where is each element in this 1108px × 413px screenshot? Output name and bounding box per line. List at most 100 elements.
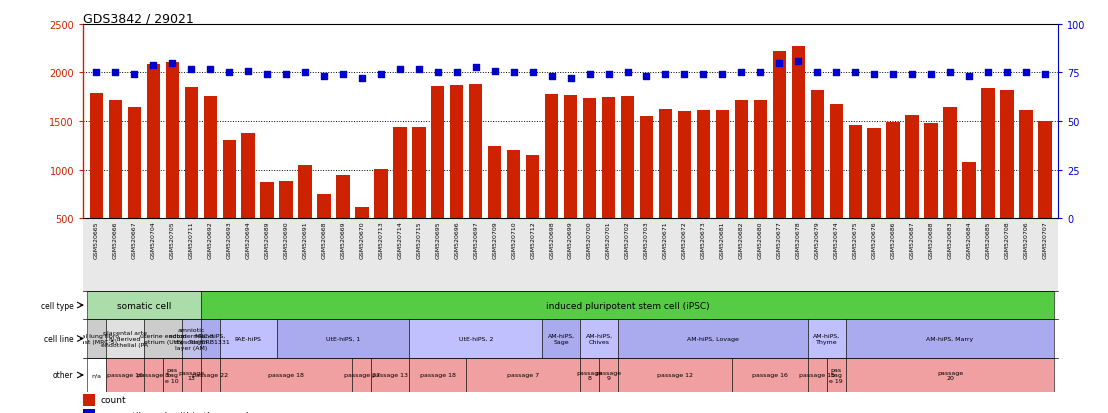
Bar bbox=[356, 207, 369, 268]
Point bbox=[466, 64, 484, 71]
Point bbox=[144, 62, 162, 69]
Text: GSM520709: GSM520709 bbox=[492, 221, 497, 259]
Bar bbox=[86, 319, 106, 358]
Bar bbox=[905, 116, 919, 268]
Text: GSM520712: GSM520712 bbox=[531, 221, 535, 259]
Text: passage 16: passage 16 bbox=[106, 373, 143, 377]
Text: induced pluripotent stem cell (iPSC): induced pluripotent stem cell (iPSC) bbox=[546, 301, 709, 310]
Text: other: other bbox=[53, 370, 73, 380]
Text: passage
13: passage 13 bbox=[178, 370, 204, 380]
Text: GSM520679: GSM520679 bbox=[814, 221, 820, 259]
Bar bbox=[90, 94, 103, 268]
Text: GSM520682: GSM520682 bbox=[739, 221, 743, 259]
Text: GSM520703: GSM520703 bbox=[644, 221, 649, 259]
Point bbox=[335, 72, 352, 78]
Text: GSM520714: GSM520714 bbox=[398, 221, 402, 259]
Point bbox=[183, 66, 201, 73]
Text: GSM520706: GSM520706 bbox=[1024, 221, 1028, 259]
Point bbox=[770, 60, 788, 67]
Bar bbox=[185, 88, 198, 268]
Text: passage
8: passage 8 bbox=[576, 370, 603, 380]
Point bbox=[239, 68, 257, 75]
Point bbox=[296, 70, 314, 77]
Text: amniotic
ectoderm and
mesoderm
layer (AM): amniotic ectoderm and mesoderm layer (AM… bbox=[170, 328, 213, 350]
Bar bbox=[678, 112, 691, 268]
Bar bbox=[317, 195, 330, 268]
Text: AM-hiPS, Lovage: AM-hiPS, Lovage bbox=[687, 336, 739, 341]
Bar bbox=[808, 319, 845, 358]
Bar bbox=[507, 151, 521, 268]
Text: passage 8: passage 8 bbox=[137, 373, 170, 377]
Point bbox=[714, 72, 731, 78]
Point bbox=[809, 70, 827, 77]
Bar bbox=[542, 319, 581, 358]
Bar bbox=[219, 358, 352, 392]
Text: GSM520713: GSM520713 bbox=[379, 221, 383, 259]
Point bbox=[789, 58, 807, 65]
Point bbox=[865, 72, 883, 78]
Bar bbox=[201, 319, 219, 358]
Point bbox=[828, 70, 845, 77]
Text: GSM520665: GSM520665 bbox=[94, 221, 99, 259]
Text: pas
bag
e 19: pas bag e 19 bbox=[829, 367, 843, 383]
Text: GSM520673: GSM520673 bbox=[701, 221, 706, 259]
Bar bbox=[583, 99, 596, 268]
Text: count: count bbox=[101, 395, 126, 404]
Point bbox=[163, 60, 181, 67]
Text: passage 13: passage 13 bbox=[372, 373, 409, 377]
Bar bbox=[886, 123, 900, 268]
Text: GSM520676: GSM520676 bbox=[872, 221, 876, 259]
Point bbox=[315, 74, 332, 81]
Bar bbox=[83, 394, 95, 406]
Text: GSM520696: GSM520696 bbox=[454, 221, 460, 259]
Text: GSM520672: GSM520672 bbox=[681, 221, 687, 259]
Text: GSM520674: GSM520674 bbox=[833, 221, 839, 259]
Bar bbox=[431, 87, 444, 268]
Text: placental arte
ry-derived
endothelial (PA: placental arte ry-derived endothelial (P… bbox=[101, 330, 148, 347]
Point bbox=[599, 72, 617, 78]
Bar bbox=[1038, 122, 1051, 268]
Bar bbox=[375, 169, 388, 268]
Bar bbox=[845, 319, 1055, 358]
Bar bbox=[618, 358, 732, 392]
Bar bbox=[165, 63, 178, 268]
Point bbox=[524, 70, 542, 77]
Bar bbox=[146, 64, 160, 268]
Point bbox=[676, 72, 694, 78]
Text: MRC-hiPS,
Tic(JCRB1331: MRC-hiPS, Tic(JCRB1331 bbox=[189, 333, 232, 344]
Text: GSM520705: GSM520705 bbox=[170, 221, 175, 259]
Bar bbox=[845, 358, 1055, 392]
Bar bbox=[639, 117, 653, 268]
Bar bbox=[412, 128, 425, 268]
Bar bbox=[827, 358, 845, 392]
Text: GSM520694: GSM520694 bbox=[246, 221, 250, 259]
Bar bbox=[618, 319, 808, 358]
Text: AM-hiPS, Marry: AM-hiPS, Marry bbox=[926, 336, 974, 341]
Text: GSM520707: GSM520707 bbox=[1043, 221, 1047, 259]
Bar bbox=[279, 182, 293, 268]
Bar bbox=[163, 358, 182, 392]
Bar bbox=[811, 91, 824, 268]
Text: GSM520700: GSM520700 bbox=[587, 221, 592, 259]
Bar bbox=[620, 97, 634, 268]
Text: AM-hiPS,
Thyme: AM-hiPS, Thyme bbox=[813, 333, 840, 344]
Text: fetal lung fibro
blast (MRC-5): fetal lung fibro blast (MRC-5) bbox=[73, 333, 120, 344]
Point bbox=[903, 72, 921, 78]
Bar bbox=[545, 95, 558, 268]
Text: GSM520686: GSM520686 bbox=[891, 221, 895, 259]
Text: passage 27: passage 27 bbox=[343, 373, 380, 377]
Bar bbox=[450, 86, 463, 268]
Bar bbox=[868, 128, 881, 268]
Bar bbox=[808, 358, 827, 392]
Bar bbox=[697, 111, 710, 268]
Bar bbox=[489, 147, 502, 268]
Text: GSM520695: GSM520695 bbox=[435, 221, 440, 259]
Text: passage 12: passage 12 bbox=[657, 373, 692, 377]
Text: GSM520667: GSM520667 bbox=[132, 221, 136, 259]
Text: GSM520684: GSM520684 bbox=[966, 221, 972, 259]
Point bbox=[695, 72, 712, 78]
Point bbox=[543, 74, 561, 81]
Point bbox=[372, 72, 390, 78]
Text: n/a: n/a bbox=[91, 373, 101, 377]
Point bbox=[448, 70, 465, 77]
